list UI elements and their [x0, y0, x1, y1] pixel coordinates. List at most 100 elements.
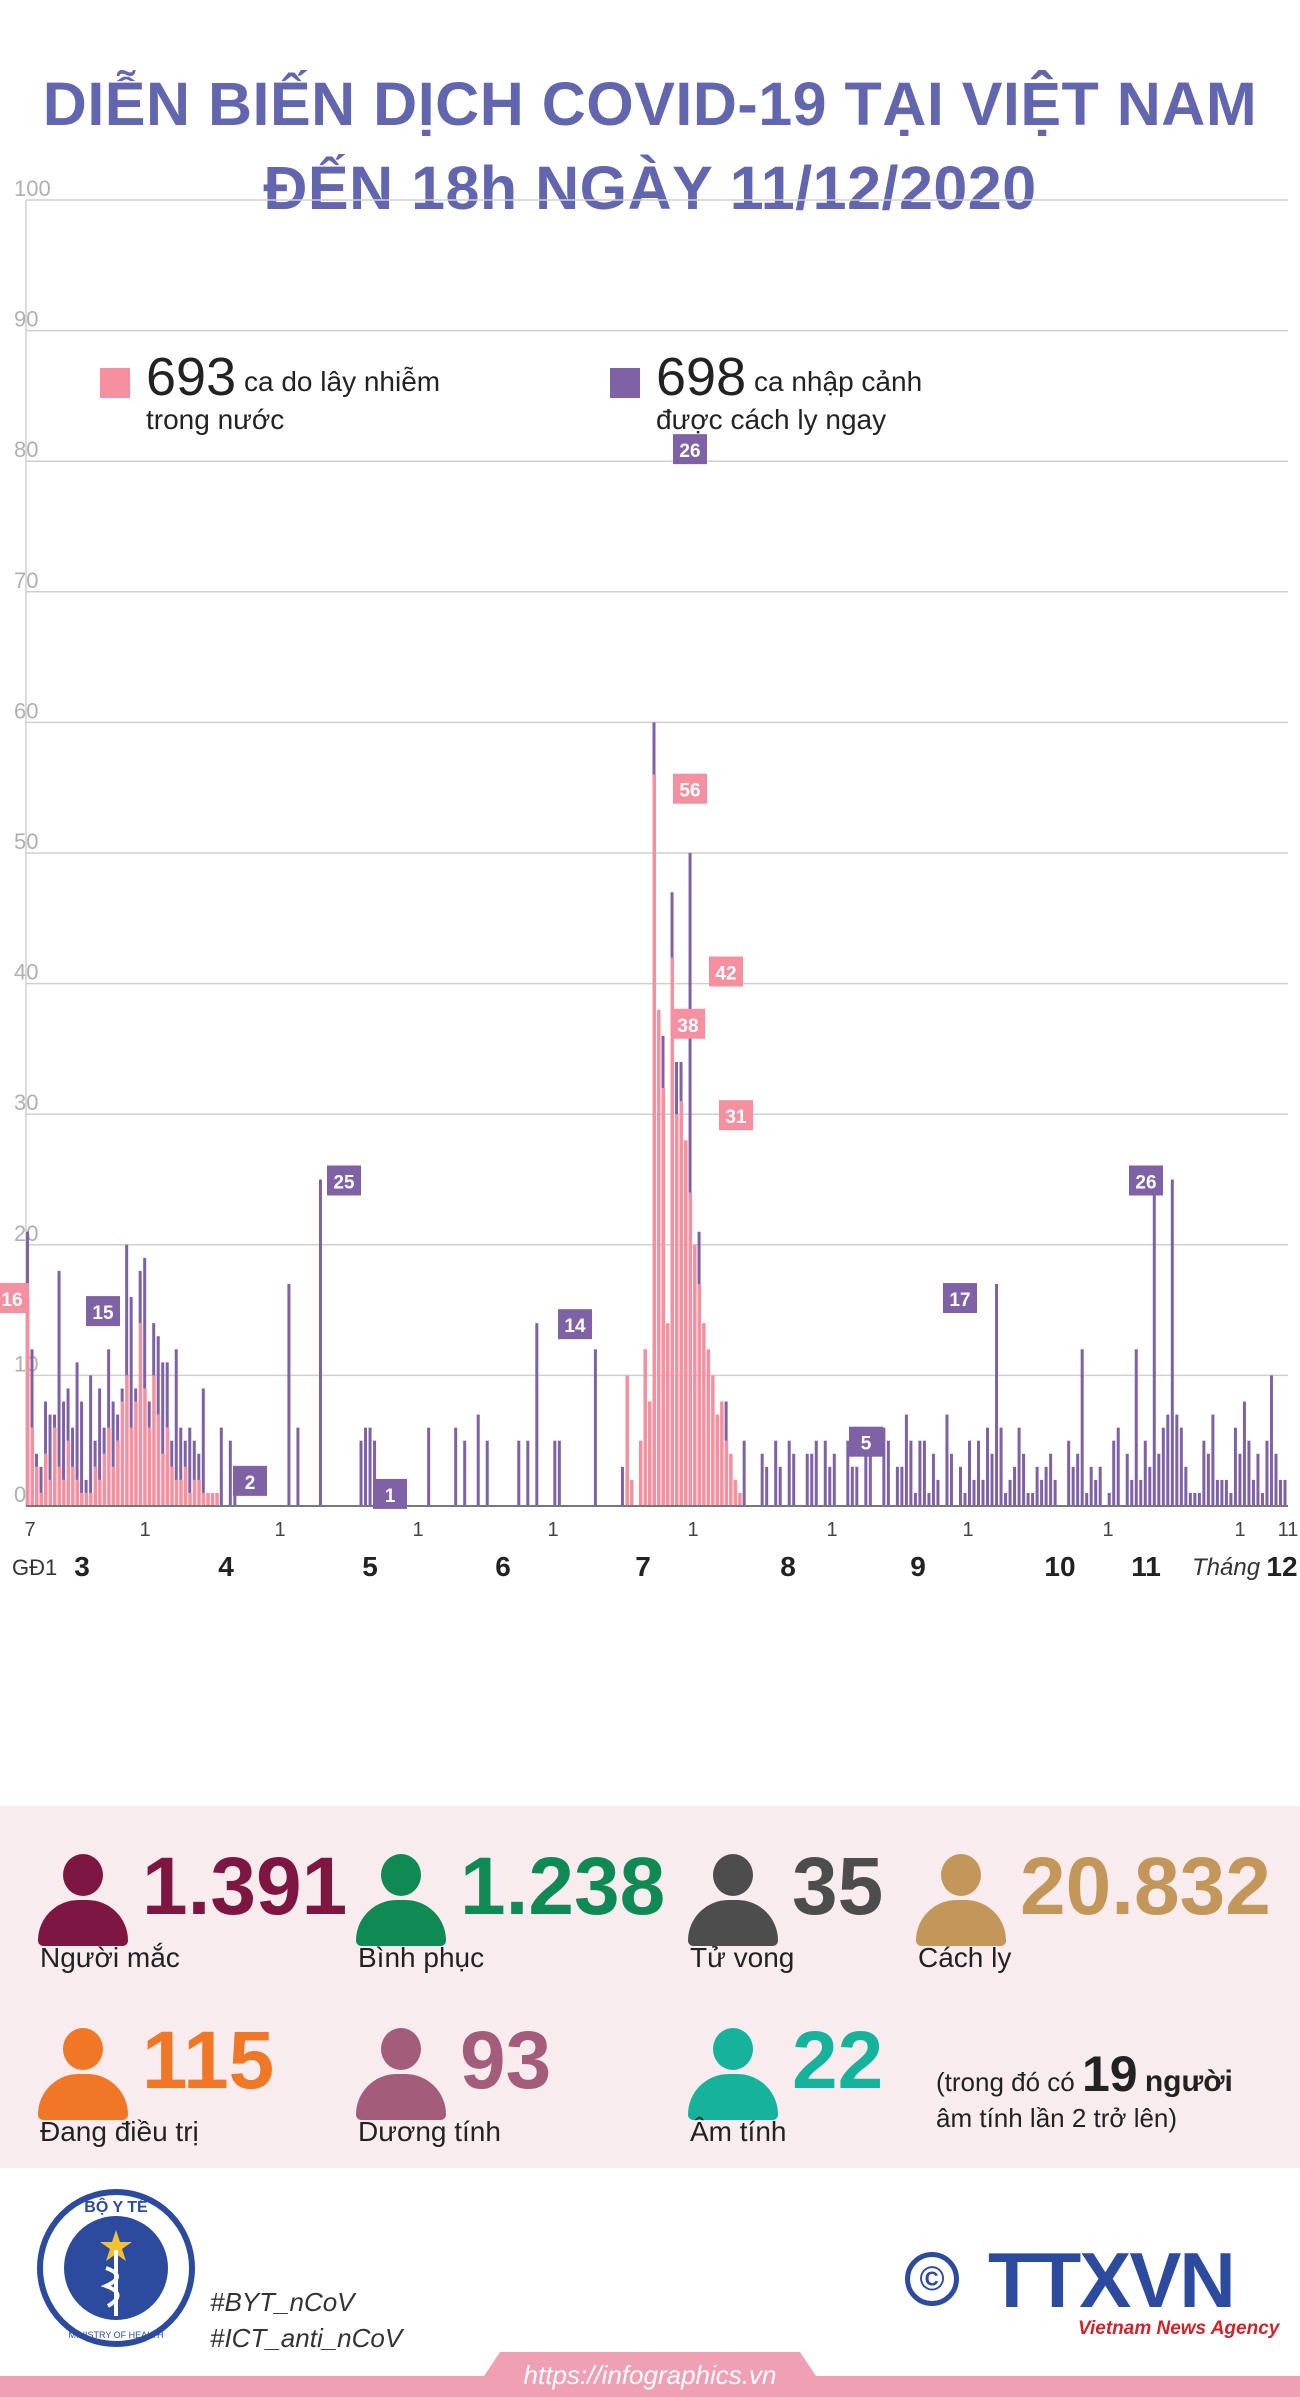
data-label-box: [719, 1100, 753, 1131]
bar-domestic: [125, 1375, 129, 1506]
bar-imported: [1206, 1453, 1210, 1506]
stat-duong-tinh: 93 Dương tính: [356, 2016, 656, 2156]
bar-domestic: [120, 1401, 125, 1506]
footer-url-link[interactable]: https://infographics.vn: [523, 2360, 777, 2390]
stat-binh-phuc: 1.238 Bình phục: [356, 1842, 666, 1982]
bar-imported: [1067, 1440, 1071, 1506]
bar-imported: [936, 1479, 940, 1506]
bar-imported: [526, 1440, 530, 1506]
bar-domestic: [652, 774, 656, 1506]
bar-imported: [1098, 1466, 1102, 1506]
bar-domestic: [80, 1492, 84, 1506]
bar-domestic: [625, 1375, 629, 1506]
bar-imported: [89, 1375, 93, 1493]
bar-imported: [557, 1440, 561, 1506]
bar-imported: [918, 1440, 922, 1506]
bar-imported: [48, 1414, 52, 1480]
bar-imported: [1076, 1453, 1080, 1506]
bar-imported: [945, 1414, 949, 1506]
stat-label: Người mắc: [40, 1942, 180, 1973]
bar-imported: [1157, 1453, 1161, 1506]
moh-bottom-text: MINISTRY OF HEALTH: [68, 2330, 163, 2340]
bar-imported: [1274, 1453, 1278, 1506]
data-label: 14: [564, 1316, 586, 1337]
y-tick-label: 100: [14, 180, 51, 201]
bar-imported: [999, 1427, 1003, 1506]
bar-domestic: [670, 957, 675, 1506]
bar-imported: [219, 1427, 223, 1506]
bar-domestic: [711, 1375, 715, 1506]
bar-domestic: [57, 1466, 62, 1506]
bar-imported: [553, 1440, 557, 1506]
bar-imported: [147, 1401, 151, 1428]
bar-domestic: [679, 1101, 684, 1506]
day-tick-label: 1: [547, 1519, 558, 1541]
bar-imported: [864, 1453, 868, 1506]
bar-imported: [1035, 1466, 1039, 1506]
stat-value: 1.238: [460, 1841, 666, 1932]
bar-imported: [1260, 1492, 1264, 1506]
bar-domestic: [183, 1466, 188, 1506]
bar-imported: [850, 1466, 854, 1506]
period-label: GĐ1: [12, 1555, 57, 1580]
bar-domestic: [675, 1114, 679, 1506]
bar-imported: [1008, 1479, 1012, 1506]
data-label-box: [673, 773, 707, 804]
page-title: DIỄN BIẾN DỊCH COVID-19 TẠI VIỆT NAM ĐẾN…: [0, 62, 1300, 230]
bar-imported: [116, 1414, 120, 1441]
bar-domestic: [638, 1440, 643, 1506]
bar-imported: [134, 1388, 138, 1402]
retest-note: (trong đó có 19 người âm tính lần 2 trở …: [936, 2049, 1233, 2136]
bar-domestic: [98, 1479, 102, 1506]
person-icon: [38, 1854, 128, 1946]
bar-domestic: [102, 1453, 107, 1506]
bar-imported: [1283, 1479, 1287, 1506]
bar-imported: [120, 1388, 124, 1402]
bar-imported: [913, 1492, 917, 1506]
data-label-box: [86, 1296, 120, 1327]
bar-imported: [454, 1427, 458, 1506]
person-icon: [356, 2028, 446, 2120]
bar-imported: [39, 1466, 43, 1493]
person-icon: [688, 1854, 778, 1946]
bar-imported: [373, 1440, 377, 1506]
bar-domestic: [170, 1466, 174, 1506]
bar-imported: [1229, 1492, 1233, 1506]
bar-imported: [904, 1414, 908, 1506]
day-tick-label: 1: [274, 1519, 285, 1541]
data-label-box: [673, 434, 707, 465]
bar-imported: [1026, 1492, 1030, 1506]
bar-imported: [990, 1453, 994, 1506]
bar-domestic: [647, 1401, 652, 1506]
bar-domestic: [161, 1453, 165, 1506]
month-label: 8: [780, 1551, 796, 1582]
day-tick-label: 1: [826, 1519, 837, 1541]
stat-label: Đang điều trị: [40, 2116, 199, 2147]
bar-imported: [972, 1479, 976, 1506]
bar-domestic: [116, 1440, 120, 1506]
bar-imported: [1251, 1479, 1255, 1506]
bar-imported: [927, 1492, 931, 1506]
bar-imported: [98, 1388, 102, 1480]
bar-domestic: [188, 1492, 192, 1506]
bar-imported: [1161, 1427, 1165, 1506]
stat-value: 20.832: [1020, 1841, 1271, 1932]
bar-imported: [765, 1466, 769, 1506]
hashtag-byt: #BYT_nCoV: [210, 2287, 355, 2317]
bar-imported: [828, 1466, 832, 1506]
month-label: 11: [1131, 1551, 1161, 1582]
legend-domestic: 693 ca do lây nhiễm trong nước: [100, 347, 500, 452]
covid-daily-cases-chart: 0102030405060708090100161522511426563842…: [0, 180, 1298, 1582]
stat-am-tinh: 22 Âm tính: [688, 2016, 908, 2156]
bar-imported: [760, 1453, 764, 1506]
month-label: 10: [1044, 1551, 1075, 1582]
bar-domestic: [729, 1453, 733, 1506]
bar-domestic: [629, 1479, 634, 1506]
bar-domestic: [179, 1479, 183, 1506]
data-label: 42: [715, 964, 736, 985]
bar-imported: [1265, 1440, 1269, 1506]
bar-imported: [26, 1231, 30, 1298]
data-label: 15: [92, 1303, 114, 1324]
bar-imported: [1166, 1414, 1170, 1506]
title-line-1: DIỄN BIẾN DỊCH COVID-19 TẠI VIỆT NAM: [42, 70, 1258, 138]
